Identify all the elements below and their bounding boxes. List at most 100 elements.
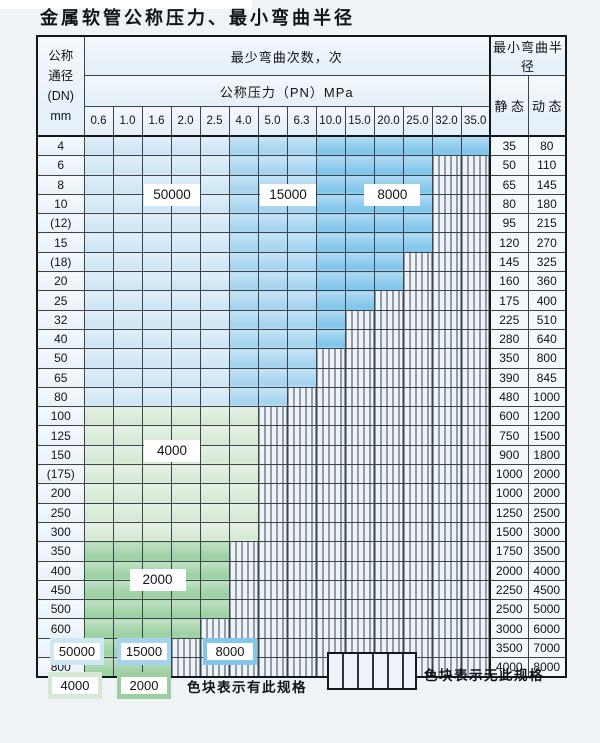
no-spec-cell [460, 425, 491, 446]
spec-cell [286, 290, 317, 311]
spec-cell [83, 618, 114, 639]
no-spec-cell [460, 213, 491, 234]
legend-unavailable-note: 色块表示无此规格 [424, 668, 544, 683]
spec-cell [315, 251, 346, 273]
static-cell: 3000 [489, 618, 529, 639]
pressure-col-header: 1.0 [112, 106, 143, 137]
no-spec-cell [431, 174, 462, 195]
static-cell: 95 [489, 213, 529, 234]
static-cell: 80 [489, 193, 529, 215]
dynamic-cell: 1500 [527, 425, 567, 446]
dn-cell: 450 [36, 579, 85, 601]
dynamic-cell: 80 [527, 135, 567, 157]
no-spec-cell [431, 541, 462, 562]
spec-cell [170, 348, 201, 369]
spec-cell [141, 483, 172, 504]
no-spec-cell [344, 348, 375, 369]
spec-cell [228, 271, 259, 292]
no-spec-cell [286, 521, 317, 543]
spec-cell [257, 155, 288, 176]
no-spec-cell [257, 464, 288, 485]
legend-swatch-8000: 8000 [203, 638, 257, 665]
no-spec-cell [257, 560, 288, 581]
no-spec-cell [315, 502, 346, 523]
spec-row: 6 50 110 [36, 155, 567, 176]
spec-cell [315, 328, 346, 350]
dn-cell: 250 [36, 502, 85, 523]
spec-cell [315, 135, 346, 157]
no-spec-cell [402, 521, 433, 543]
spec-cell [257, 213, 288, 234]
spec-cell [402, 155, 433, 176]
no-spec-cell [286, 657, 317, 678]
no-spec-cell [373, 328, 404, 350]
spec-cell [228, 135, 259, 157]
dynamic-cell: 215 [527, 213, 567, 234]
spec-cell [83, 135, 114, 157]
no-spec-cell [373, 367, 404, 388]
dn-cell: 100 [36, 406, 85, 427]
spec-cell [315, 232, 346, 253]
no-spec-cell [286, 425, 317, 446]
spec-cell [344, 232, 375, 253]
spec-cell [431, 135, 462, 157]
spec-cell [170, 386, 201, 408]
spec-cell [286, 213, 317, 234]
no-spec-cell [460, 193, 491, 215]
spec-row: 100 600 1200 [36, 406, 567, 427]
spec-row: 125 750 1500 [36, 425, 567, 446]
static-cell: 1000 [489, 483, 529, 504]
spec-cell [373, 135, 404, 157]
spec-cell [344, 290, 375, 311]
no-spec-cell [315, 464, 346, 485]
no-spec-cell [257, 637, 288, 659]
spec-cell [141, 155, 172, 176]
no-spec-cell [257, 444, 288, 466]
no-spec-cell [460, 618, 491, 639]
spec-cell [228, 348, 259, 369]
no-spec-cell [373, 425, 404, 446]
no-spec-cell [460, 232, 491, 253]
static-cell: 480 [489, 386, 529, 408]
dynamic-cell: 110 [527, 155, 567, 176]
static-cell: 390 [489, 367, 529, 388]
dn-column-header: 公称 通径 (DN) mm [36, 35, 85, 137]
no-spec-cell [402, 483, 433, 504]
no-spec-cell [402, 328, 433, 350]
spec-cell [83, 386, 114, 408]
no-spec-cell [431, 444, 462, 466]
no-spec-cell [344, 425, 375, 446]
no-spec-cell [286, 386, 317, 408]
spec-cell [286, 271, 317, 292]
static-cell: 3500 [489, 637, 529, 659]
spec-cell [199, 541, 230, 562]
static-cell: 1750 [489, 541, 529, 562]
spec-cell [315, 309, 346, 330]
pressure-col-header: 6.3 [286, 106, 317, 137]
no-spec-cell [315, 348, 346, 369]
spec-cell [170, 483, 201, 504]
no-spec-cell [431, 367, 462, 388]
spec-cell [373, 155, 404, 176]
no-spec-cell [402, 560, 433, 581]
no-spec-cell [402, 618, 433, 639]
no-spec-cell [257, 425, 288, 446]
spec-cell [170, 541, 201, 562]
spec-row: 300 1500 3000 [36, 521, 567, 543]
bend-times-header: 最少弯曲次数，次 [83, 35, 491, 76]
no-spec-cell [431, 618, 462, 639]
spec-cell [315, 290, 346, 311]
no-spec-cell [431, 328, 462, 350]
pressure-col-header: 25.0 [402, 106, 433, 137]
spec-cell [344, 155, 375, 176]
spec-cell [170, 290, 201, 311]
spec-cell [83, 174, 114, 195]
spec-cell [112, 155, 143, 176]
spec-cell [286, 328, 317, 350]
spec-cell [112, 444, 143, 466]
region-cycles-label: 8000 [364, 184, 421, 207]
no-spec-cell [344, 367, 375, 388]
dynamic-cell: 1800 [527, 444, 567, 466]
no-spec-cell [402, 444, 433, 466]
static-cell: 2250 [489, 579, 529, 601]
